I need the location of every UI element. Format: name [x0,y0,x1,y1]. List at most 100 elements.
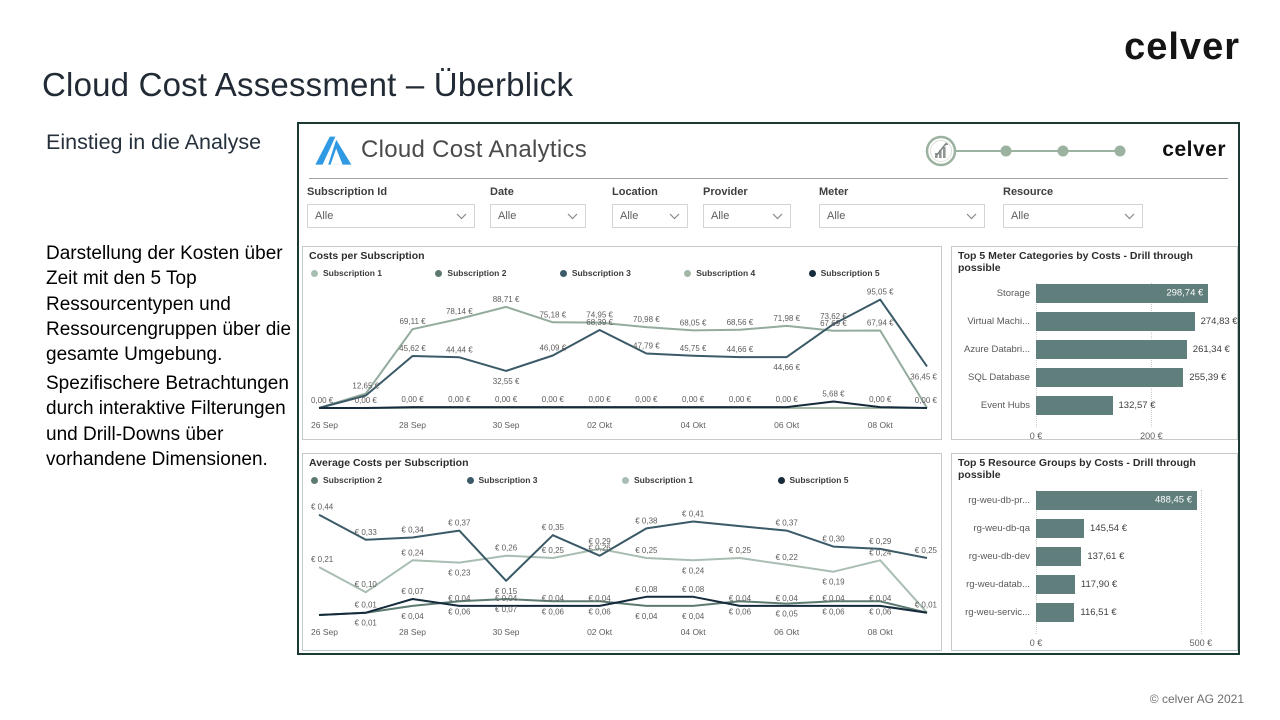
meter-dropdown[interactable]: Alle [819,204,985,228]
legend-label: Subscription 1 [634,475,694,485]
bar[interactable] [1036,574,1075,594]
data-label: 0,00 € [635,395,658,404]
line-series-subscription-2[interactable] [318,598,928,616]
subscription-id-dropdown[interactable]: Alle [307,204,475,228]
bar[interactable] [1036,367,1184,387]
bar-plot-area: 274,83 € [1036,307,1238,335]
data-label: € 0,01 [355,601,378,610]
legend-dot-icon [684,269,692,277]
line-series-subscription-3[interactable] [318,513,928,582]
data-label: € 0,04 [401,612,424,621]
legend-item[interactable]: Subscription 4 [684,268,808,278]
bar[interactable] [1036,339,1187,359]
data-label: € 0,04 [822,594,845,603]
axis-gridline [1200,490,1202,634]
data-label: 45,75 € [680,344,707,353]
nav-step-dot[interactable] [1000,145,1012,157]
bar-plot-area: 116,51 € [1036,598,1117,626]
bar[interactable]: 298,74 € [1036,283,1209,303]
data-label: € 0,44 [311,503,334,512]
x-axis-tick: 26 Sep [311,420,338,430]
data-label: € 0,06 [542,607,565,616]
data-label: € 0,01 [355,619,378,628]
x-axis-tick: 06 Okt [774,627,800,637]
data-label: € 0,15 [495,587,518,596]
legend-dot-icon [622,476,629,484]
data-label: 44,44 € [446,345,473,354]
legend-item[interactable]: Subscription 2 [435,268,559,278]
bar[interactable]: 488,45 € [1036,490,1197,510]
bar-value-label: 116,51 € [1080,606,1117,618]
line-series-subscription-5[interactable] [319,400,928,409]
data-label: € 0,04 [729,594,752,603]
filter-meter: Meter Alle [819,186,985,228]
x-axis-tick: 02 Okt [587,627,613,637]
data-label: € 0,29 [869,537,892,546]
data-label: € 0,07 [495,605,518,614]
page-title: Cloud Cost Assessment – Überblick [42,66,574,104]
line-series-subscription-3[interactable] [318,298,928,409]
resource-dropdown[interactable]: Alle [1003,204,1143,228]
bar[interactable] [1036,518,1084,538]
bar-plot-area: 145,54 € [1036,514,1127,542]
data-label: 88,71 € [493,295,520,304]
axis-tick-label: 500 € [1189,638,1213,648]
bar[interactable] [1036,602,1075,622]
data-label: € 0,10 [355,580,378,589]
legend-dot-icon [311,476,318,484]
nav-step-dot[interactable] [1057,145,1069,157]
filter-provider: Provider Alle [703,186,791,228]
panel-title: Top 5 Meter Categories by Costs - Drill … [958,250,1193,274]
bar-category-label: Event Hubs [980,399,1030,411]
legend-item[interactable]: Subscription 5 [777,475,934,485]
bar-value-label: 117,90 € [1080,578,1118,590]
bar-row: Storage 298,74 € [952,279,1237,307]
legend-item[interactable]: Subscription 1 [622,475,778,485]
bar[interactable] [1036,311,1195,331]
bar[interactable] [1036,395,1113,415]
data-label: 0,00 € [915,396,938,405]
meter-categories-bar-chart[interactable]: 0 € 200 € Storage 298,74 € Virtual Machi... 2… [952,279,1238,449]
data-label: 78,14 € [446,307,473,316]
x-axis-tick: 30 Sep [493,420,520,430]
line-series-subscription-1[interactable] [318,547,928,614]
bar-category-label: rg-weu-servic... [965,606,1030,618]
celver-logo: celver [1124,26,1240,68]
report-page-nav[interactable] [924,132,1134,170]
x-axis-tick: 06 Okt [774,420,800,430]
chevron-down-icon [1124,213,1135,219]
legend-item[interactable]: Subscription 3 [466,475,623,485]
legend-item[interactable]: Subscription 1 [311,268,435,278]
bar-plot-area: 255,39 € [1036,363,1226,391]
filter-date: Date Alle [490,186,586,228]
data-label: 45,62 € [399,344,426,353]
bar-category-label: rg-weu-db-qa [973,522,1031,534]
data-label: € 0,05 [776,610,799,619]
data-label: € 0,24 [401,548,424,557]
provider-dropdown[interactable]: Alle [703,204,791,228]
legend-item[interactable]: Subscription 2 [311,475,467,485]
average-costs-line-chart[interactable]: 26 Sep 28 Sep 30 Sep 02 Okt 04 Okt 06 Okt 08 O… [305,489,939,641]
data-label: € 0,25 [729,546,752,555]
data-label: € 0,21 [311,555,334,564]
axis-tick-label: 200 € [1140,431,1163,441]
data-label: 12,65 € [352,382,379,391]
top-resource-groups-panel: Top 5 Resource Groups by Costs - Drill t… [951,453,1238,651]
line-series-subscription-5[interactable] [318,595,928,616]
nav-step-dot[interactable] [1114,145,1126,157]
location-dropdown[interactable]: Alle [612,204,688,228]
bar[interactable] [1036,546,1082,566]
data-label: € 0,06 [588,607,611,616]
data-label: € 0,04 [542,594,565,603]
data-label: 47,79 € [633,342,660,351]
legend-item[interactable]: Subscription 3 [559,268,684,278]
legend-item[interactable]: Subscription 5 [808,268,933,278]
bar-category-label: rg-weu-db-dev [968,550,1030,562]
data-label: € 0,06 [729,607,752,616]
resource-groups-bar-chart[interactable]: 0 €500 € rg-weu-db-pr... 488,45 € rg-weu-db… [952,486,1237,656]
azure-logo-icon [315,136,352,165]
date-dropdown[interactable]: Alle [490,204,586,228]
costs-line-chart[interactable]: 26 Sep 28 Sep 30 Sep 02 Okt 04 Okt 06 Okt 08 O… [305,282,939,434]
chevron-down-icon [669,213,680,219]
data-label: € 0,08 [682,585,705,594]
